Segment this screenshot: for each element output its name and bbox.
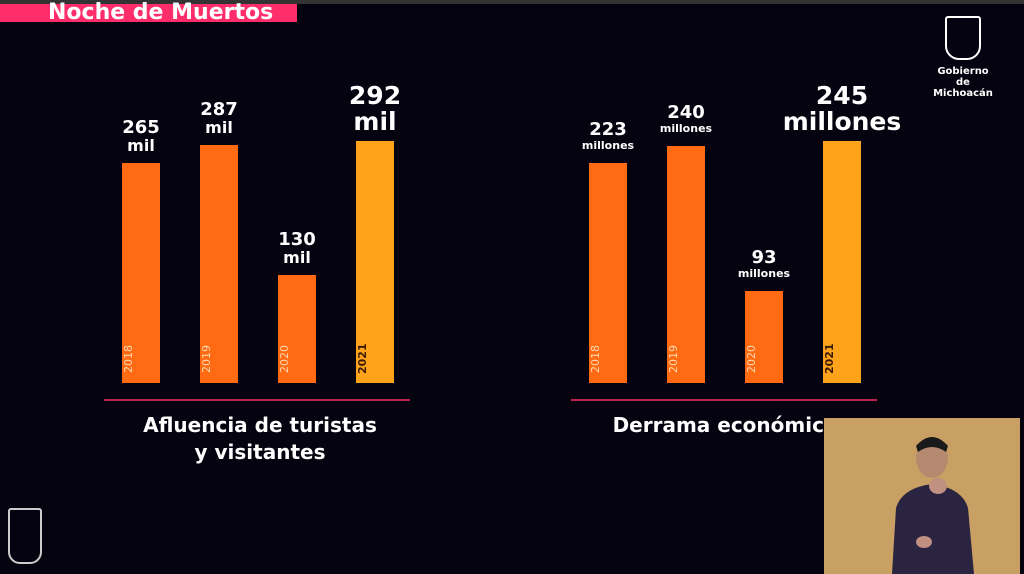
baseline-divider xyxy=(571,399,877,401)
bar-2019: 2019 xyxy=(200,145,238,383)
logo-line1: Gobierno de xyxy=(937,66,989,88)
unit: millones xyxy=(659,121,713,135)
bar-2021: 2021 xyxy=(823,141,861,383)
year-label: 2018 xyxy=(589,344,602,373)
chart-title: Derrama económica xyxy=(560,412,890,439)
value: 130 xyxy=(278,229,316,251)
unit: mil xyxy=(283,248,311,268)
data-label: 265 mil xyxy=(81,117,201,156)
bar-2021: 2021 xyxy=(356,141,394,383)
bar-2018: 2018 xyxy=(589,162,627,383)
unit: mil xyxy=(205,118,233,138)
data-label: 223 millones xyxy=(548,118,668,152)
value: 93 xyxy=(751,247,777,269)
data-label: 240 millones xyxy=(626,101,746,135)
top-border xyxy=(0,0,1024,4)
value: 245 xyxy=(815,81,869,110)
unit: mil xyxy=(353,107,397,137)
logo-line2: Michoacán xyxy=(933,88,993,99)
bar-2019: 2019 xyxy=(667,145,705,383)
data-label: 245 millones xyxy=(782,81,902,137)
coat-of-arms-icon xyxy=(945,16,981,60)
bar-2020: 2020 xyxy=(278,275,316,383)
sign-language-interpreter-video xyxy=(824,418,1020,574)
chart-title: Afluencia de turistas y visitantes xyxy=(100,412,420,466)
coat-of-arms-icon xyxy=(8,508,42,564)
value: 223 xyxy=(589,118,627,140)
data-label: 287 mil xyxy=(159,99,279,138)
unit: millones xyxy=(782,107,902,137)
value: 240 xyxy=(667,101,705,123)
interpreter-figure xyxy=(892,437,974,574)
bar-2018: 2018 xyxy=(122,163,160,383)
data-label: 93 millones xyxy=(704,247,824,281)
chart-title-line: Derrama económica xyxy=(612,413,838,437)
year-label: 2020 xyxy=(745,344,758,373)
value: 292 xyxy=(348,81,402,110)
value: 265 xyxy=(122,117,160,139)
year-label: 2019 xyxy=(667,344,680,373)
bar-2020: 2020 xyxy=(745,291,783,383)
page-title: Noche de Muertos xyxy=(48,0,274,25)
baseline-divider xyxy=(104,399,410,401)
unit: millones xyxy=(581,138,635,152)
title-banner: Noche de Muertos xyxy=(0,0,297,25)
data-label: 130 mil xyxy=(237,229,357,268)
chart-title-line: y visitantes xyxy=(194,440,326,464)
year-label: 2021 xyxy=(823,343,836,375)
value: 287 xyxy=(200,99,238,121)
unit: millones xyxy=(737,267,791,281)
unit: mil xyxy=(127,136,155,156)
data-label: 292 mil xyxy=(315,81,435,137)
chart-title-line: Afluencia de turistas xyxy=(143,413,377,437)
gobierno-logo: Gobierno de Michoacán xyxy=(930,16,996,99)
